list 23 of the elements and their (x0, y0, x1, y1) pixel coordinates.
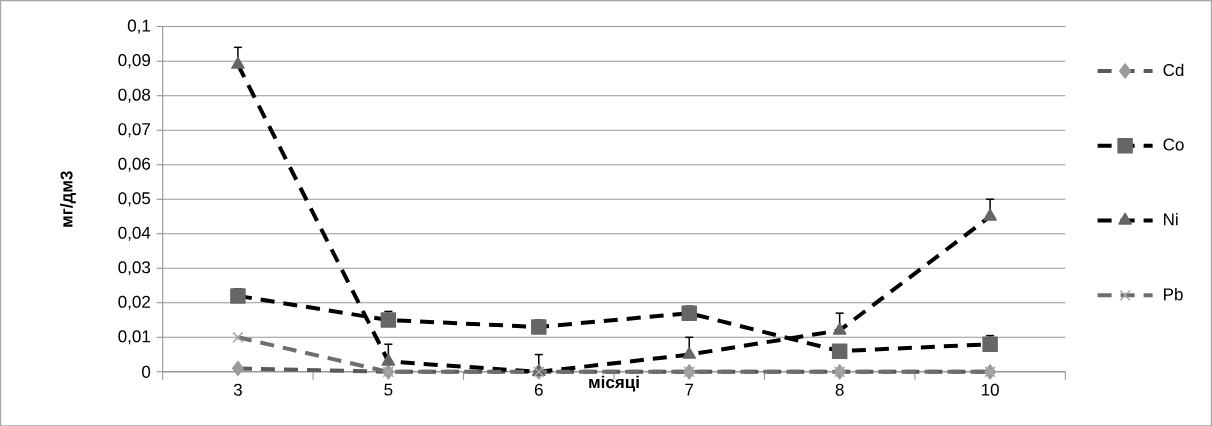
y-tick-label: 0,07 (118, 122, 150, 137)
legend-label: Co (1163, 138, 1184, 151)
y-axis-title: мг/дм3 (60, 170, 76, 227)
y-tick-label: 0 (142, 365, 151, 378)
x-tick-label: 6 (534, 383, 543, 396)
y-tick-label: 0,06 (118, 157, 151, 172)
y-tick-label: 0,1 (127, 19, 151, 34)
y-tick-label: 0,01 (118, 330, 150, 345)
x-tick-label: 8 (835, 383, 844, 396)
y-tick-label: 0,04 (118, 226, 151, 241)
legend-label: Ni (1164, 212, 1178, 226)
x-axis-title: місяці (589, 375, 639, 392)
x-tick-label: 7 (685, 383, 694, 396)
x-tick-label: 5 (384, 383, 393, 396)
x-tick-label: 10 (981, 383, 999, 396)
y-tick-label: 0,08 (118, 88, 151, 103)
y-tick-label: 0,03 (118, 261, 151, 276)
y-tick-label: 0,09 (118, 53, 151, 68)
legend-label: Pb (1164, 287, 1183, 301)
legend-label: Cd (1163, 63, 1184, 76)
x-tick-label: 3 (233, 383, 242, 396)
y-tick-label: 0,05 (118, 191, 151, 207)
y-tick-label: 0,02 (118, 295, 150, 310)
